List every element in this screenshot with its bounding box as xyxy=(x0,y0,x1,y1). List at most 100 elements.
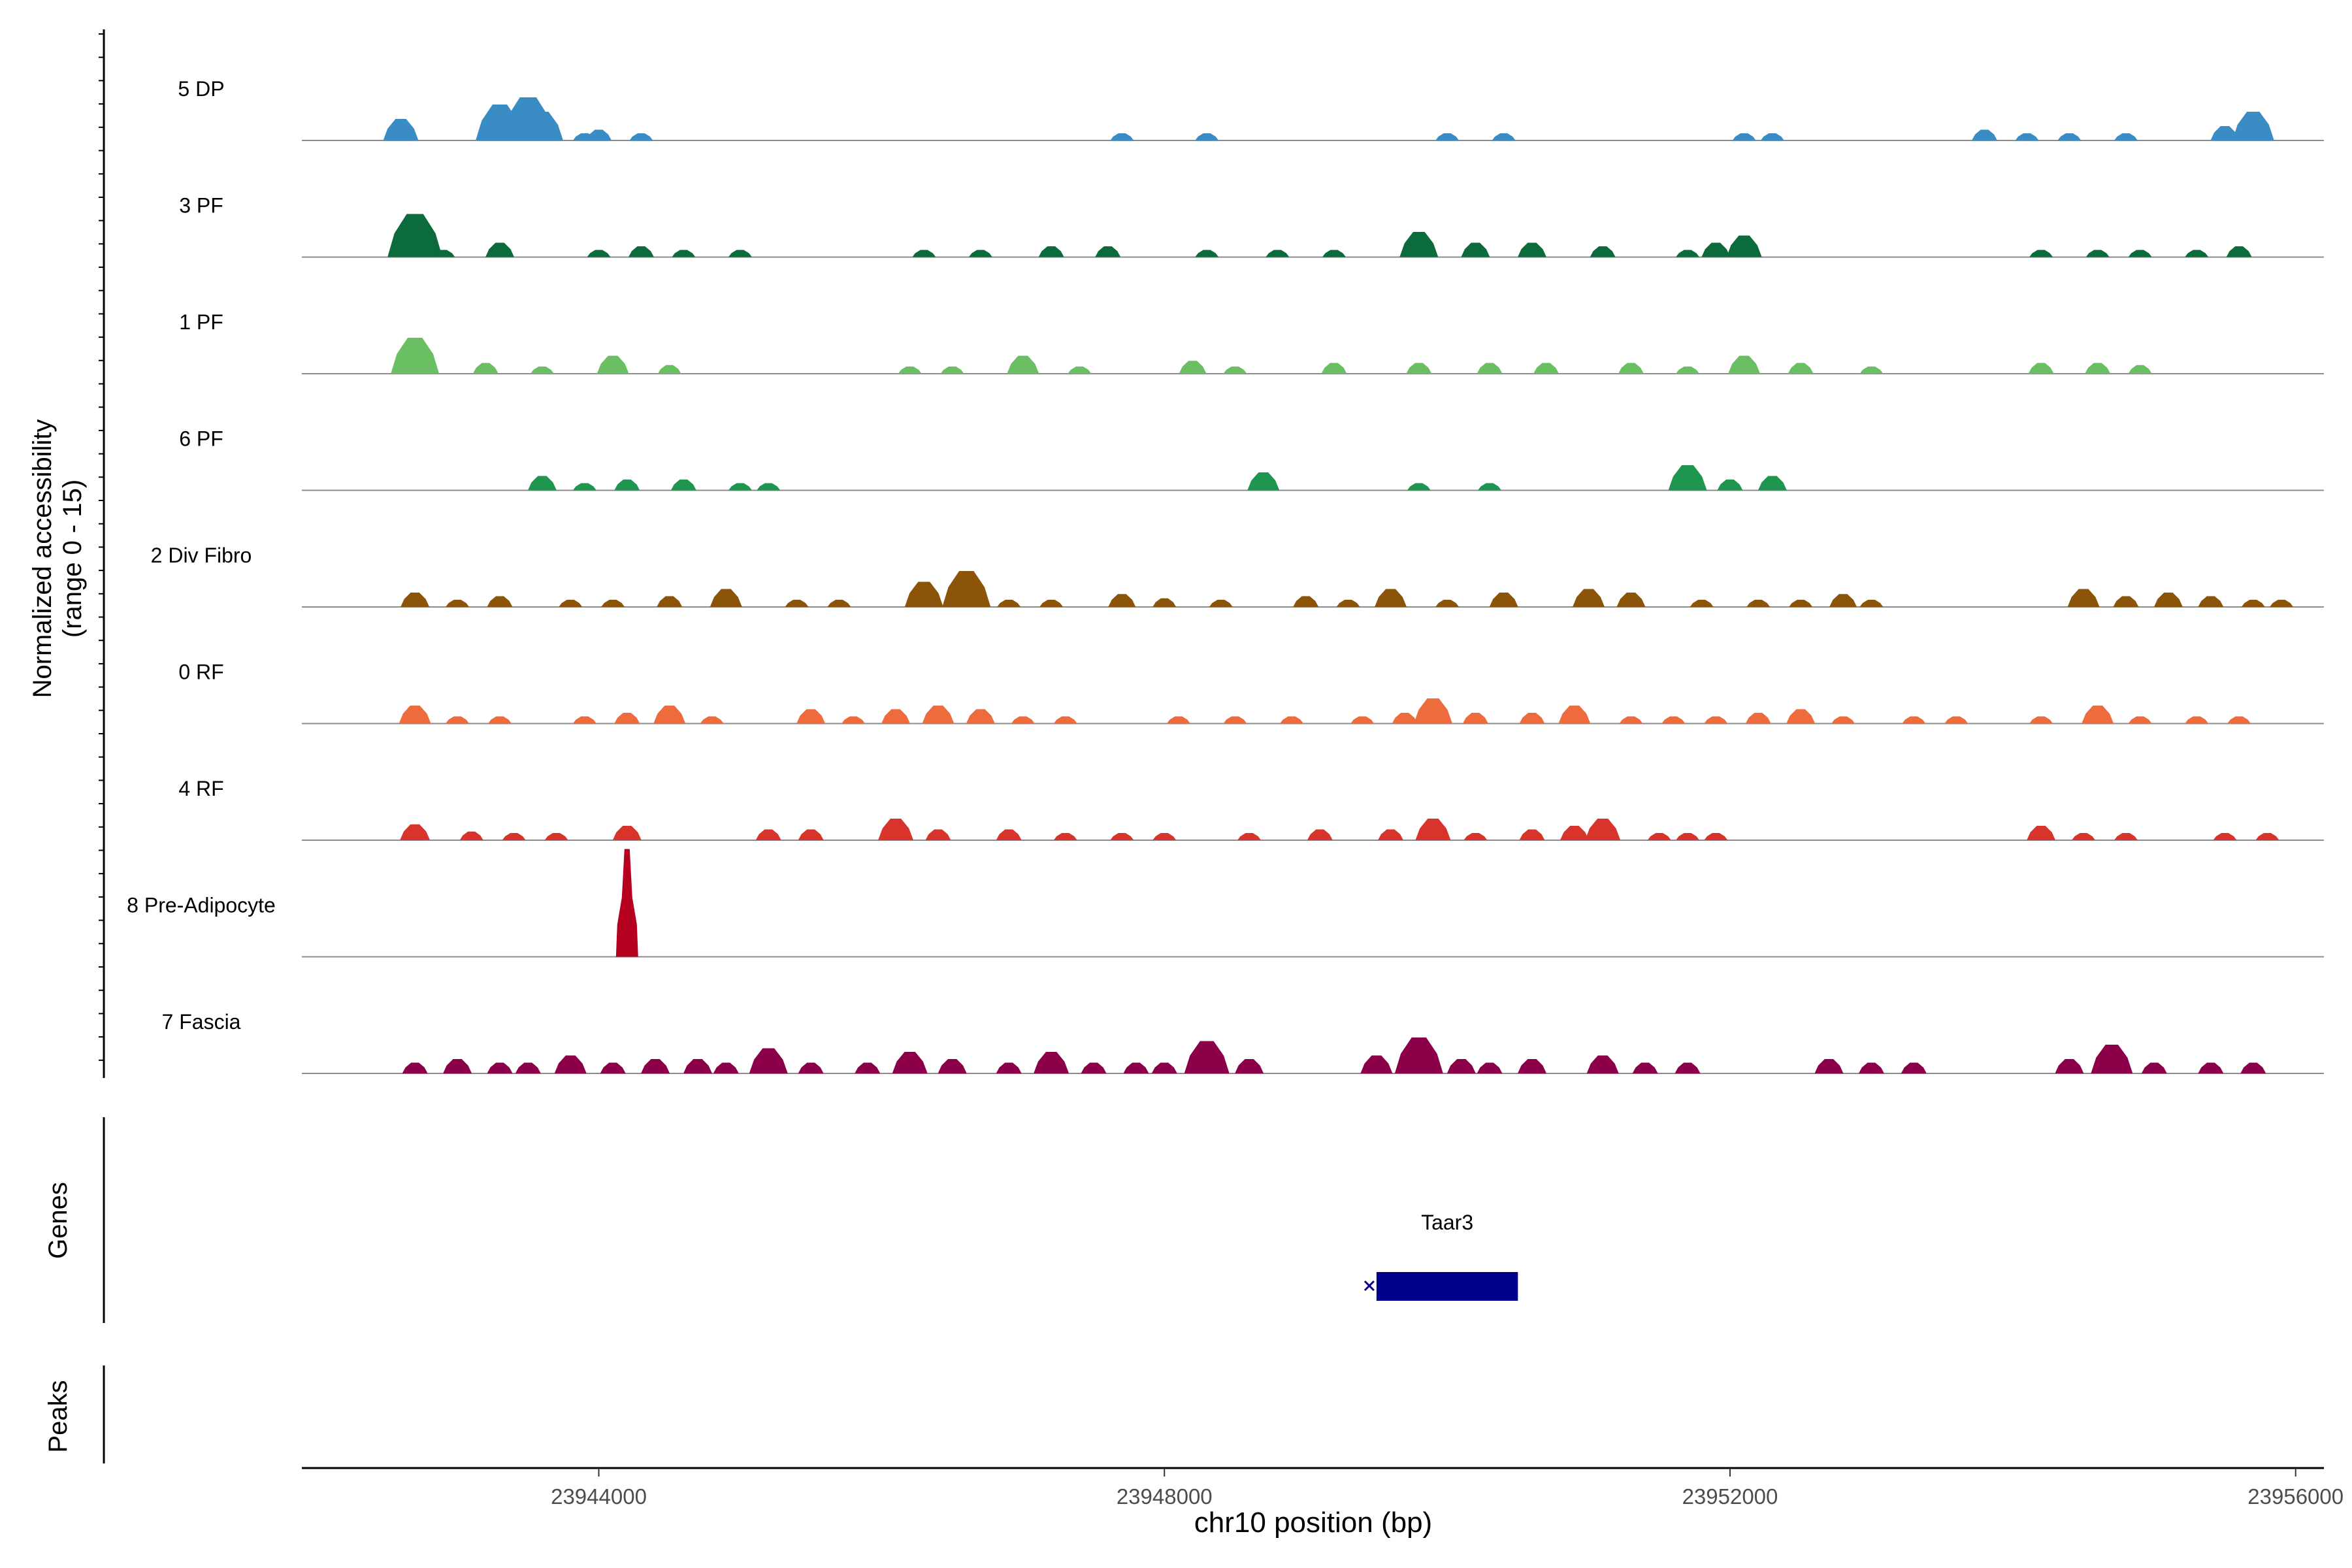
coverage-peak xyxy=(586,129,612,140)
coverage-peak xyxy=(710,589,742,607)
coverage-peak xyxy=(878,819,914,840)
coverage-peak xyxy=(1704,716,1728,724)
coverage-peak xyxy=(2072,833,2096,840)
coverage-peak xyxy=(2213,833,2237,840)
coverage-peak xyxy=(938,1059,967,1073)
track-5-dp: 5 DP xyxy=(178,77,2324,141)
coverage-peak xyxy=(968,250,992,257)
coverage-peak xyxy=(1489,593,1518,607)
coverage-peak xyxy=(2198,1062,2224,1073)
track-label: 2 Div Fibro xyxy=(151,544,252,567)
coverage-peak xyxy=(1519,713,1545,724)
track-label: 5 DP xyxy=(178,77,224,101)
coverage-peak xyxy=(728,483,752,491)
coverage-peak xyxy=(2085,363,2111,374)
coverage-peak xyxy=(1590,246,1616,257)
coverage-peak xyxy=(446,600,470,607)
coverage-peak xyxy=(387,214,443,257)
coverage-peak xyxy=(1902,716,1926,724)
coverage-peak xyxy=(2057,133,2082,140)
track-1-pf: 1 PF xyxy=(179,310,2324,374)
coverage-peak xyxy=(925,829,951,840)
track-3-pf: 3 PF xyxy=(179,194,2324,258)
track-label: 6 PF xyxy=(179,427,223,451)
coverage-peak xyxy=(1336,600,1360,607)
coverage-peak xyxy=(1151,1062,1177,1073)
x-axis-ticks: 23944000 23948000 23952000 23956000 xyxy=(551,1468,2344,1509)
track-label: 0 RF xyxy=(178,661,223,684)
coverage-peak xyxy=(1478,483,1502,491)
coverage-peak xyxy=(1413,698,1452,724)
coverage-peak xyxy=(1972,129,1998,140)
coverage-peak xyxy=(749,1048,788,1073)
coverage-peak xyxy=(1788,363,1814,374)
coverage-peak xyxy=(628,246,654,257)
coverage-peak xyxy=(521,112,563,140)
coverage-peak xyxy=(1676,367,1700,374)
coverage-peak xyxy=(1674,1062,1701,1073)
coverage-peak xyxy=(1307,829,1333,840)
coverage-peak xyxy=(1732,133,1756,140)
coverage-peak xyxy=(1704,833,1728,840)
coverage-peak xyxy=(672,250,696,257)
coverage-peak xyxy=(641,1059,670,1073)
coverage-peak xyxy=(1293,596,1319,607)
coverage-peak xyxy=(399,706,431,724)
coverage-peak xyxy=(1195,133,1219,140)
coverage-peak xyxy=(459,831,483,840)
coverage-peak xyxy=(1195,250,1219,257)
coverage-peak xyxy=(487,1062,513,1073)
coverage-peak xyxy=(572,483,596,491)
coverage-peak xyxy=(1573,589,1605,607)
coverage-peak xyxy=(1446,1059,1476,1073)
coverage-peak xyxy=(1399,232,1439,257)
coverage-peak xyxy=(713,1062,739,1073)
x-tick-label: 23944000 xyxy=(551,1484,647,1509)
coverage-peak xyxy=(1011,716,1035,724)
coverage-peak xyxy=(2027,826,2056,840)
coverage-peak xyxy=(912,250,936,257)
coverage-peak xyxy=(2114,133,2138,140)
track-panels: 5 DP 3 PF 1 PF 6 PF 2 Div Fibro 0 RF 4 RF 8 Pre… xyxy=(127,77,2324,1074)
coverage-peak xyxy=(2015,133,2039,140)
coverage-peak xyxy=(431,250,455,257)
coverage-peak xyxy=(2185,716,2209,724)
coverage-peak xyxy=(527,476,557,491)
coverage-peak xyxy=(615,849,638,957)
coverage-peak xyxy=(1492,133,1516,140)
x-tick-label: 23948000 xyxy=(1117,1484,1213,1509)
coverage-peak xyxy=(2198,596,2224,607)
coverage-peak xyxy=(1461,242,1490,257)
coverage-peak xyxy=(488,716,512,724)
coverage-peak xyxy=(1007,355,1039,374)
coverage-peak xyxy=(997,600,1021,607)
coverage-peak xyxy=(1237,833,1262,840)
coverage-peak xyxy=(485,242,515,257)
coverage-peak xyxy=(1463,833,1488,840)
coverage-peak xyxy=(600,1062,626,1073)
coverage-peak xyxy=(1068,367,1092,374)
y-axis-label: Normalized accessibility xyxy=(28,419,57,698)
coverage-peak xyxy=(596,355,629,374)
coverage-peak xyxy=(1406,363,1432,374)
coverage-peak xyxy=(700,716,724,724)
coverage-peak xyxy=(996,829,1022,840)
coverage-peak xyxy=(1560,826,1589,840)
coverage-peak xyxy=(2210,126,2240,140)
coverage-peak xyxy=(653,706,686,724)
coverage-peak xyxy=(996,1062,1022,1073)
coverage-peak xyxy=(1266,250,1290,257)
coverage-peak xyxy=(1179,361,1207,374)
coverage-peak xyxy=(472,363,498,374)
coverage-peak xyxy=(1166,716,1190,724)
coverage-peak xyxy=(1676,250,1700,257)
coverage-peak xyxy=(1038,246,1064,257)
coverage-peak xyxy=(1110,133,1134,140)
coverage-peak xyxy=(1558,706,1591,724)
track-6-pf: 6 PF xyxy=(179,427,2324,491)
coverage-peak xyxy=(2091,1045,2133,1073)
coverage-peak xyxy=(940,367,964,374)
coverage-peak xyxy=(657,596,683,607)
coverage-peak xyxy=(629,133,653,140)
coverage-peak xyxy=(755,829,781,840)
